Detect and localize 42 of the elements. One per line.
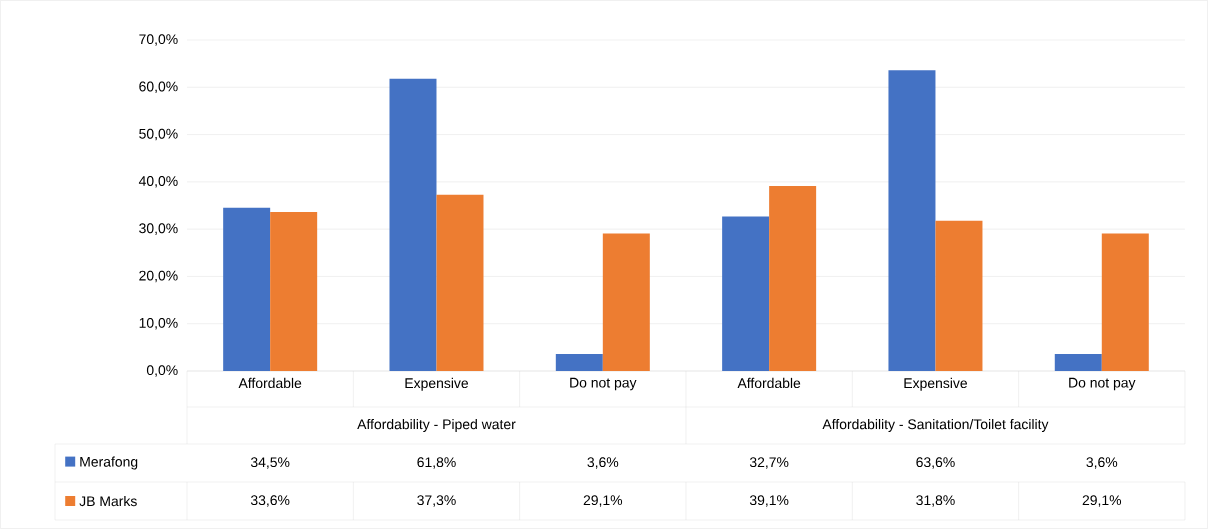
legend-label: JB Marks [79, 495, 137, 507]
bar [722, 216, 770, 371]
data-label: 3,6% [587, 457, 619, 469]
y-tick-label: 20,0% [139, 270, 178, 283]
bar [769, 186, 817, 371]
bar [888, 70, 936, 371]
bar [436, 194, 484, 371]
x-tick-label: Expensive [405, 377, 469, 391]
y-tick-label: 50,0% [139, 128, 178, 141]
data-label: 29,1% [583, 495, 623, 507]
y-tick-label: 30,0% [139, 223, 178, 235]
bar [555, 353, 603, 371]
y-tick-label: 10,0% [139, 317, 178, 330]
data-label: 32,7% [749, 457, 789, 469]
y-tick-label: 60,0% [139, 81, 178, 94]
data-label: 34,5% [250, 457, 290, 469]
data-label: 37,3% [417, 495, 456, 507]
legend-label: Merafong [80, 456, 138, 470]
y-tick-label: 0,0% [146, 365, 178, 377]
data-label: 63,6% [916, 457, 955, 469]
data-label: 39,1% [749, 495, 789, 507]
bar [389, 78, 437, 371]
bar [935, 220, 983, 371]
bar [223, 207, 271, 371]
data-label: 61,8% [417, 457, 456, 469]
x-tick-label: Affordable [238, 377, 302, 389]
y-tick-label: 40,0% [138, 176, 178, 188]
data-label: 29,1% [1082, 495, 1122, 507]
data-label: 31,8% [916, 495, 955, 507]
x-tick-label: Affordable [737, 377, 801, 389]
data-label: 33,6% [250, 495, 290, 507]
text: Affordability - Piped water [357, 419, 516, 432]
x-tick-label: Do not pay [570, 377, 637, 391]
x-tick-label: Do not pay [1069, 377, 1136, 391]
bar [1101, 233, 1149, 371]
text: Affordability - Sanitation/Toilet facility [822, 419, 1049, 432]
bar [270, 212, 318, 371]
data-label: 3,6% [1086, 457, 1118, 469]
y-tick-label: 70,0% [139, 34, 178, 46]
bar [602, 233, 650, 371]
x-tick-label: Expensive [904, 377, 968, 391]
bar [1054, 353, 1102, 371]
